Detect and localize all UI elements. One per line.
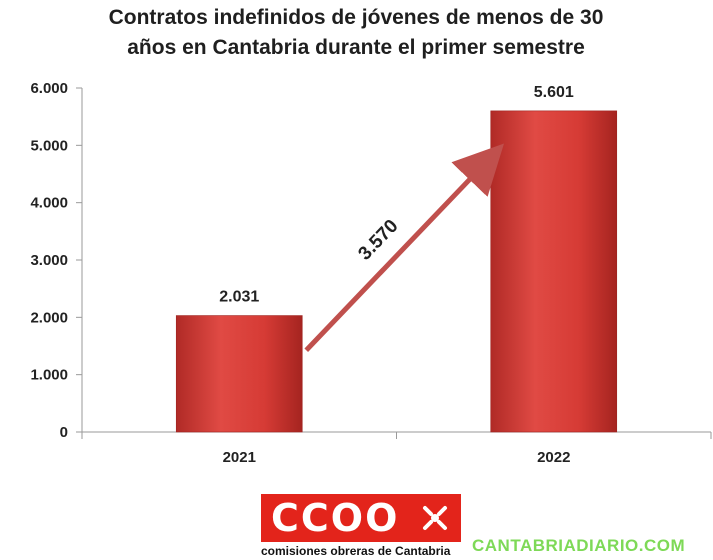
y-tick-label: 4.000: [30, 195, 68, 212]
chart-bars: 2.031 2021 5.601 2022: [175, 84, 618, 466]
y-tick-label: 1.000: [30, 367, 68, 384]
chart-title-line-2: años en Cantabria durante el primer seme…: [127, 36, 585, 59]
data-label-2021: 2.031: [219, 289, 259, 306]
chart-annotation: 3.570: [304, 143, 505, 352]
chart-axes: 0 1.000 2.000 3.000 4.000 5.000 6.000: [30, 80, 712, 441]
difference-arrow: [304, 143, 505, 352]
chart-title-line-1: Contratos indefinidos de jóvenes de meno…: [109, 6, 604, 29]
ccoo-star-icon: [423, 506, 447, 530]
y-tick-label: 0: [60, 424, 68, 441]
y-tick-label: 5.000: [30, 137, 68, 154]
bar-2022: [490, 110, 618, 433]
ccoo-logo-word: CCOO: [271, 496, 400, 540]
y-tick-label: 2.000: [30, 309, 68, 326]
category-label-2022: 2022: [537, 449, 570, 466]
y-tick-label: 3.000: [30, 252, 68, 269]
category-label-2021: 2021: [223, 449, 256, 466]
y-tick-label: 6.000: [30, 80, 68, 97]
site-watermark: CANTABRIADIARIO.COM: [472, 536, 686, 555]
bar-2021: [175, 315, 303, 433]
ccoo-logo-caption: comisiones obreras de Cantabria: [261, 544, 451, 558]
ccoo-logo: CCOO: [261, 494, 461, 542]
data-label-2022: 5.601: [534, 84, 574, 101]
